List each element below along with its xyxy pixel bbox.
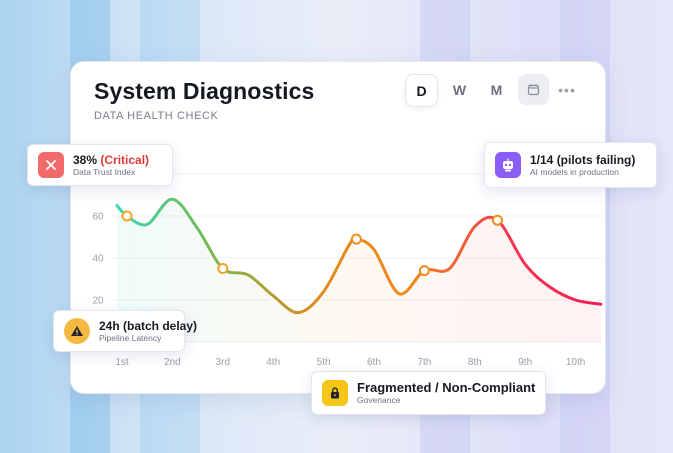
pipeline-latency-value: 24h (batch delay) <box>99 318 198 333</box>
trust-index-value: 38% <box>73 152 98 167</box>
ai-models-card: 1/14 (pilots failing) AI models in produ… <box>484 142 657 188</box>
area-fill <box>116 199 601 342</box>
x-tick-label: 6th <box>367 357 381 368</box>
y-tick-label: 20 <box>92 296 104 307</box>
x-tick-label: 4th <box>266 357 280 368</box>
ai-models-value: 1/14 (pilots failing) <box>530 152 636 167</box>
more-button[interactable]: ••• <box>555 74 579 105</box>
x-tick-label: 1st <box>115 357 129 368</box>
tab-week[interactable]: W <box>452 81 467 98</box>
data-point <box>418 265 430 277</box>
ai-models-label: AI models in production <box>530 166 619 177</box>
governance-value: Fragmented / Non-Compliant <box>357 379 536 395</box>
trust-index-card: 38% (Critical) Data Trust Index <box>27 144 173 186</box>
critical-badge: (Critical) <box>100 152 150 167</box>
x-tick-label: 8th <box>468 357 482 368</box>
data-point <box>491 214 503 226</box>
governance-label: Govenance <box>357 394 401 405</box>
trust-index-label: Data Trust Index <box>73 166 136 177</box>
x-tick-label: 3rd <box>216 357 230 368</box>
calendar-button[interactable] <box>518 74 549 105</box>
more-icon: ••• <box>558 81 576 98</box>
data-point <box>350 233 362 245</box>
y-tick-label: 60 <box>92 212 104 223</box>
page-title: System Diagnostics <box>94 78 315 104</box>
y-tick-label: 40 <box>92 254 104 265</box>
calendar-icon <box>527 84 540 96</box>
pipeline-latency-card: 24h (batch delay) Pipeline Latency <box>53 310 197 352</box>
lock-icon <box>322 380 348 406</box>
x-tick-label: 7th <box>417 357 431 368</box>
x-tick-label: 5th <box>317 357 331 368</box>
x-tick-label: 9th <box>518 357 532 368</box>
robot-icon <box>495 152 521 178</box>
x-tick-label: 2nd <box>164 357 181 368</box>
page-subtitle: DATA HEALTH CHECK <box>94 110 219 122</box>
warning-icon <box>64 318 90 344</box>
governance-card: Fragmented / Non-Compliant Govenance <box>311 371 546 415</box>
tab-day[interactable]: D <box>405 74 438 107</box>
x-tick-label: 10th <box>566 357 585 368</box>
data-point <box>217 263 229 274</box>
close-icon <box>38 152 64 178</box>
pipeline-latency-label: Pipeline Latency <box>99 332 162 343</box>
tab-month[interactable]: M <box>490 81 503 98</box>
data-point <box>121 210 133 222</box>
range-tabs: D W M ••• <box>405 74 579 107</box>
